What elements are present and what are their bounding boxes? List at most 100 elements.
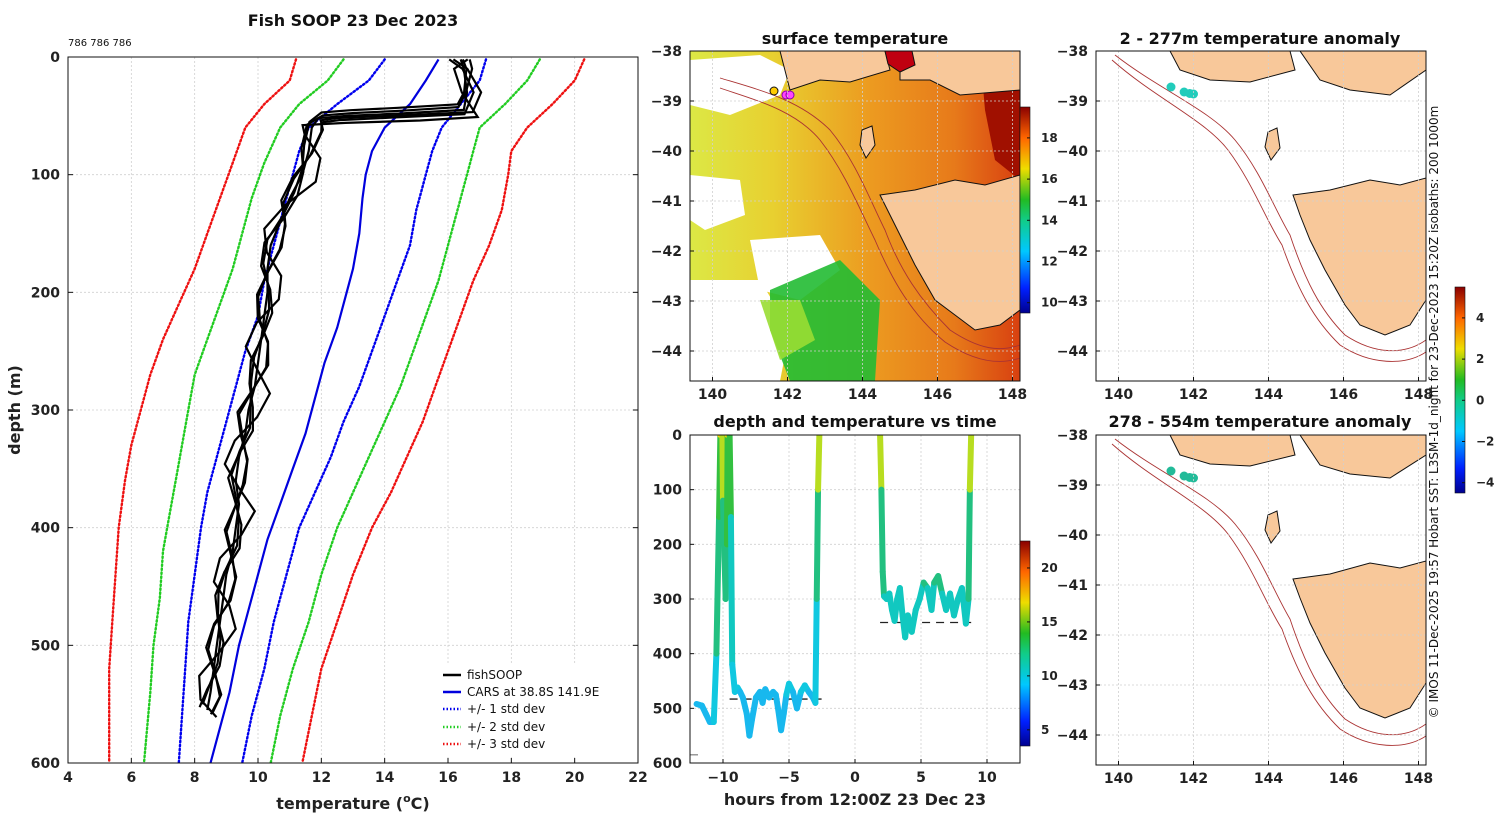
depth-time-trace-2-segment bbox=[928, 579, 938, 613]
depth-time-tick-label-x: −10 bbox=[707, 770, 738, 786]
profile-panel: Fish SOOP 23 Dec 2023 786 786 786 4 6 8 10 1… bbox=[5, 11, 648, 813]
sst-map-tick-label-lon: 148 bbox=[998, 387, 1027, 403]
depth-time-tick-label-y: 400 bbox=[653, 647, 682, 663]
depth-time-colorbar-tick-label: 15 bbox=[1041, 615, 1058, 629]
anomaly-deep-panel: 278 - 554m temperature anomaly 140 142 144… bbox=[1057, 412, 1433, 787]
sst-map-tick-label-lat: −44 bbox=[651, 344, 682, 360]
depth-time-trace-2-segment bbox=[878, 486, 886, 575]
profile-tick-label-x: 20 bbox=[565, 770, 585, 786]
profile-line--2-std-dev-high bbox=[269, 58, 541, 763]
depth-time-trace-1-segment bbox=[780, 691, 790, 717]
side-note: © IMOS 11-Dec-2025 19:57 Hobart SST: L3S… bbox=[1427, 106, 1441, 719]
depth-time-tick-label-y: 100 bbox=[653, 483, 682, 499]
anomaly-colorbar bbox=[1454, 286, 1466, 494]
depth-time-tick-label-y: 200 bbox=[653, 537, 682, 553]
depth-time-colorbar-tick-label: 20 bbox=[1041, 561, 1058, 575]
legend-label-std1: +/- 1 std dev bbox=[467, 702, 545, 716]
depth-time-trace-2-segment bbox=[877, 435, 885, 493]
profile-series bbox=[108, 58, 586, 763]
anomaly-shallow-panel: 2 - 277m temperature anomaly 140 142 144 14… bbox=[1057, 29, 1494, 494]
anomaly-deep-tick-label-lon: 146 bbox=[1329, 771, 1358, 787]
anomaly-deep-land-otway bbox=[1169, 435, 1296, 467]
depth-time-trace-1-segment bbox=[727, 514, 736, 668]
anomaly-deep-tick-label-lat: −39 bbox=[1057, 478, 1088, 494]
anomaly-shallow-plot bbox=[1096, 51, 1426, 381]
anomaly-deep-tick-label-lat: −40 bbox=[1057, 528, 1088, 544]
anomaly-shallow-ticks: 140 142 144 146 148 −38 −39 −40 −41 −42 −43 −44 bbox=[1057, 44, 1433, 403]
sst-land-king-island bbox=[859, 125, 876, 160]
profile-ylabel: depth (m) bbox=[5, 365, 24, 455]
anomaly-deep-land-victoria bbox=[1299, 435, 1426, 479]
anomaly-deep-tick-label-lon: 142 bbox=[1179, 771, 1208, 787]
depth-time-trace-1-segment bbox=[726, 435, 734, 520]
anomaly-shallow-point bbox=[1189, 89, 1198, 99]
profile-ticks: 4 6 8 10 12 14 16 18 20 22 0 100 200 300 400 500 600 bbox=[31, 50, 648, 786]
anomaly-shallow-tick-label-lat: −42 bbox=[1057, 244, 1088, 260]
anomaly-deep-tick-label-lat: −43 bbox=[1057, 678, 1088, 694]
depth-time-trace-1-segment bbox=[722, 541, 730, 602]
depth-time-grid bbox=[690, 435, 1020, 763]
anomaly-shallow-isobath-1000 bbox=[1111, 59, 1426, 362]
profile-line--1-std-dev-high bbox=[241, 58, 488, 763]
anomaly-shallow-land-tasmania bbox=[1292, 177, 1426, 336]
depth-time-trace-1-segment bbox=[812, 596, 820, 706]
sst-land-victoria bbox=[899, 51, 1020, 96]
legend-label-std2: +/- 2 std dev bbox=[467, 720, 545, 734]
depth-time-trace-2-segment bbox=[965, 486, 973, 602]
anomaly-shallow-tick-label-lat: −38 bbox=[1057, 44, 1088, 60]
anomaly-shallow-tick-label-lon: 142 bbox=[1179, 387, 1208, 403]
depth-time-tick-label-x: 5 bbox=[916, 770, 926, 786]
depth-time-trace-2-segment bbox=[891, 596, 901, 624]
profile-line--2-std-dev-low bbox=[142, 58, 345, 763]
anomaly-deep-title: 278 - 554m temperature anomaly bbox=[1109, 412, 1412, 431]
sst-map-tick-label-lon: 144 bbox=[848, 387, 877, 403]
profile-tick-label-x: 6 bbox=[126, 770, 136, 786]
anomaly-shallow-tick-label-lon: 148 bbox=[1404, 387, 1433, 403]
depth-time-trace-2-segment bbox=[879, 568, 888, 600]
sst-cloud-patch bbox=[690, 175, 745, 230]
anomaly-colorbar-tick-label: −4 bbox=[1476, 476, 1494, 490]
depth-time-tick-label-y: 0 bbox=[672, 428, 682, 444]
anomaly-shallow-points bbox=[1166, 82, 1198, 99]
anomaly-deep-isobath-1000 bbox=[1111, 443, 1426, 746]
anomaly-shallow-tick-label-lat: −40 bbox=[1057, 144, 1088, 160]
profile-tick-label-y: 200 bbox=[31, 285, 60, 301]
anomaly-deep-tick-label-lon: 140 bbox=[1104, 771, 1133, 787]
profile-tick-label-x: 18 bbox=[502, 770, 521, 786]
anomaly-deep-tick-label-lat: −42 bbox=[1057, 628, 1088, 644]
profile-tick-label-y: 400 bbox=[31, 521, 60, 537]
sst-marker-start bbox=[769, 86, 779, 96]
anomaly-shallow-tick-label-lon: 140 bbox=[1104, 387, 1133, 403]
sst-bay bbox=[884, 51, 916, 73]
profile-tick-label-y: 0 bbox=[50, 50, 60, 66]
profile-line-fishsoop bbox=[205, 58, 483, 713]
profile-line--3-std-dev-low bbox=[108, 58, 298, 763]
depth-time-trace-2-segment bbox=[962, 596, 972, 627]
sst-map-tick-label-lat: −41 bbox=[651, 194, 682, 210]
depth-time-trace-1-segment bbox=[719, 435, 726, 504]
anomaly-shallow-land-victoria bbox=[1299, 51, 1426, 96]
depth-time-colorbar bbox=[1019, 540, 1031, 747]
depth-time-trace-2-segment bbox=[908, 606, 919, 635]
anomaly-shallow-frame bbox=[1095, 50, 1427, 382]
sst-colorbar-tick-label: 18 bbox=[1041, 131, 1058, 145]
profile-tick-label-x: 16 bbox=[438, 770, 457, 786]
anomaly-deep-tick-label-lat: −41 bbox=[1057, 578, 1088, 594]
depth-time-colorbar-tick-label: 5 bbox=[1041, 723, 1049, 737]
sst-map-tick-label-lon: 140 bbox=[698, 387, 727, 403]
sst-colorbar-tick-label: 10 bbox=[1041, 296, 1058, 310]
depth-time-tick-label-y: 300 bbox=[653, 592, 682, 608]
depth-time-colorbar-ticks: 5 10 15 20 bbox=[1027, 561, 1058, 737]
anomaly-shallow-point bbox=[1166, 82, 1176, 92]
profile-tick-label-y: 100 bbox=[31, 168, 60, 184]
sst-map-ticks: 140 142 144 146 148 −38 −39 −40 −41 −42 −43 −44 bbox=[651, 44, 1027, 403]
anomaly-shallow-tick-label-lat: −44 bbox=[1057, 344, 1088, 360]
profile-grid bbox=[68, 57, 638, 763]
depth-time-tick-label-y: 500 bbox=[653, 701, 682, 717]
depth-time-title: depth and temperature vs time bbox=[713, 412, 996, 431]
sst-map-tick-label-lat: −42 bbox=[651, 244, 682, 260]
profile-tick-label-x: 8 bbox=[190, 770, 200, 786]
depth-time-tick-label-x: −5 bbox=[778, 770, 799, 786]
